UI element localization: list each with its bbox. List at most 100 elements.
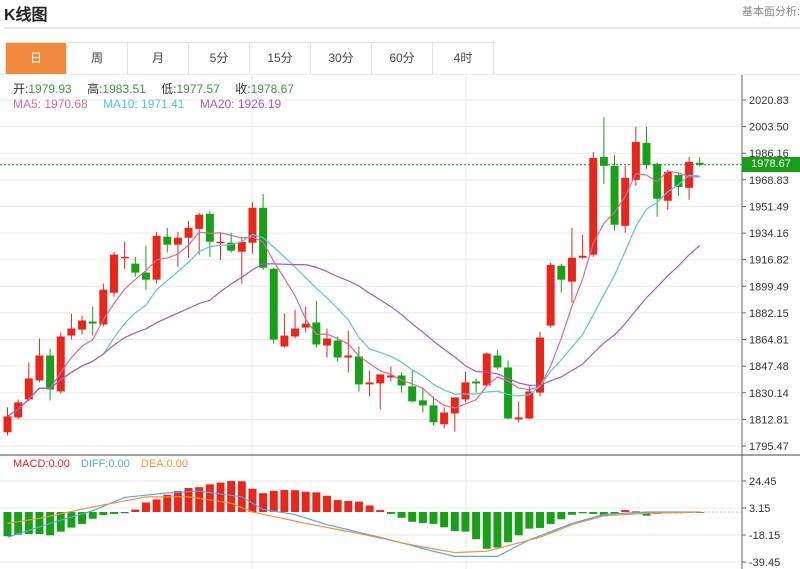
close-label: 收: [235, 82, 251, 96]
candle-body [589, 157, 598, 255]
candle-body [333, 340, 342, 358]
candle-body [291, 328, 300, 337]
price-tick-label: 1864.81 [749, 335, 789, 347]
candle-body [78, 320, 87, 330]
macd-bar [333, 500, 342, 512]
current-price-tag: 1978.67 [742, 157, 800, 172]
price-tick-label: 1934.16 [749, 228, 789, 240]
candle-body [344, 355, 353, 358]
ma-info: MA5: 1970.68 MA10: 1971.41 MA20: 1926.19 [13, 97, 293, 111]
dea-value: DEA:0.00 [140, 458, 188, 470]
macd-bar [440, 511, 449, 528]
candle-body [88, 321, 97, 324]
price-tick-label: 1968.83 [749, 175, 789, 187]
macd-bar [312, 492, 321, 512]
macd-tick-label: 3.15 [749, 503, 770, 515]
candle-body [429, 405, 438, 423]
price-tick-label: 1916.82 [749, 255, 789, 267]
macd-tick-label: -18.15 [749, 530, 780, 542]
open-value: 1979.93 [28, 82, 72, 96]
tab-5min[interactable]: 5分 [189, 43, 250, 74]
macd-bar [99, 511, 108, 516]
candle-body [237, 241, 246, 252]
macd-bar [504, 511, 513, 543]
macd-bar [184, 488, 193, 512]
macd-bar [482, 511, 491, 549]
macd-bar [376, 510, 385, 512]
price-tick-label: 2020.83 [749, 95, 789, 107]
macd-bar [227, 481, 236, 512]
tab-15min[interactable]: 15分 [250, 43, 311, 74]
tab-month[interactable]: 月 [128, 43, 189, 74]
diff-line [7, 490, 700, 557]
tab-30min[interactable]: 30分 [311, 43, 372, 74]
candle-body [173, 237, 182, 245]
fundamental-analysis-link[interactable]: 基本面分析: [741, 6, 800, 18]
candle-body [354, 356, 363, 385]
candle-body [376, 374, 385, 384]
candle-body [450, 397, 459, 414]
macd-bar [567, 511, 576, 515]
candle-body [24, 378, 33, 400]
candle-body [536, 337, 544, 393]
open-label: 开: [13, 82, 29, 96]
candle-body [280, 335, 289, 347]
macd-bar [14, 511, 23, 535]
ma10-line [7, 174, 700, 417]
macd-bar [418, 511, 427, 524]
low-label: 低: [161, 82, 177, 96]
macd-bar [525, 511, 534, 529]
macd-bar [269, 490, 278, 512]
macd-bar [408, 511, 417, 522]
tab-60min[interactable]: 60分 [372, 43, 433, 74]
candle-body [418, 400, 427, 406]
macd-bar [514, 511, 523, 536]
candle-body [386, 375, 395, 378]
macd-bar [472, 511, 481, 540]
macd-bar [397, 511, 406, 518]
macd-bar [131, 509, 140, 512]
price-tick-label: 1812.81 [749, 414, 789, 426]
macd-bar [35, 511, 44, 535]
macd-bar [280, 489, 289, 512]
price-tick-label: 2003.50 [749, 122, 789, 134]
candle-body [301, 323, 310, 328]
candle-body [227, 242, 236, 251]
diff-value: DIFF:0.00 [80, 458, 130, 470]
ohlc-info: 开:1979.93 高:1983.51 低:1977.57 收:1978.67 [13, 80, 306, 97]
tab-day[interactable]: 日 [6, 43, 67, 74]
candle-body [567, 257, 576, 282]
macd-bar [386, 511, 395, 514]
macd-bar [67, 511, 76, 528]
candle-body [514, 417, 523, 420]
macd-bar [365, 505, 374, 512]
candle-body [482, 353, 491, 386]
candle-body [184, 227, 193, 238]
macd-bar [621, 510, 630, 512]
price-tick-label: 1899.49 [749, 281, 789, 293]
price-tick-label: 1847.48 [749, 361, 789, 373]
close-value: 1978.67 [250, 82, 294, 96]
macd-bar [344, 500, 353, 512]
macd-tick-label: -39.45 [749, 557, 780, 569]
macd-bar [195, 487, 204, 512]
candle-body [408, 386, 417, 402]
candle-body [621, 177, 630, 226]
page-title: K线图 [4, 7, 48, 24]
candle-body [440, 412, 449, 425]
candle-body [205, 213, 214, 242]
macd-tick-label: 24.45 [749, 476, 777, 488]
high-label: 高: [87, 82, 103, 96]
tab-4hour[interactable]: 4时 [433, 43, 494, 74]
high-value: 1983.51 [102, 82, 146, 96]
period-tabs: 日 周 月 5分 15分 30分 60分 4时 [5, 42, 494, 75]
divider [4, 27, 800, 29]
candle-body [56, 336, 65, 392]
candle-body [610, 165, 619, 225]
macd-bar [205, 484, 214, 512]
candle-body [131, 263, 140, 273]
dea-line [7, 496, 700, 554]
tab-week[interactable]: 周 [67, 43, 128, 74]
macd-bar [291, 490, 300, 512]
